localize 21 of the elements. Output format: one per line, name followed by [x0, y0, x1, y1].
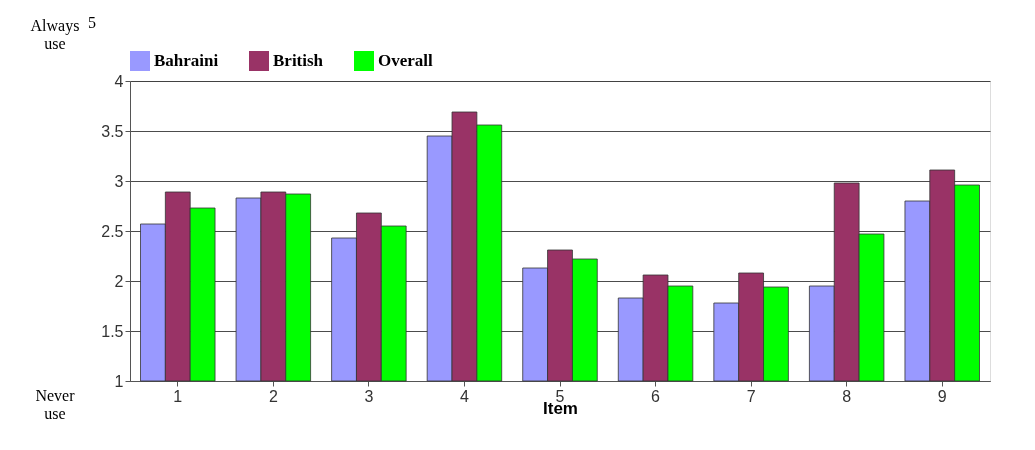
legend-label: Bahraini: [154, 51, 219, 70]
legend-label: British: [273, 51, 324, 70]
x-tick-label: 6: [651, 387, 661, 405]
text: 5: [88, 14, 96, 31]
x-tick-label: 4: [459, 387, 469, 405]
y-tick-label: 2.5: [101, 222, 124, 240]
x-tick-label: 2: [268, 387, 278, 405]
y-tick-label: 1: [114, 372, 124, 390]
x-tick-label: 3: [364, 387, 374, 405]
legend-label: Overall: [378, 51, 434, 70]
y-tick-label: 3.5: [101, 122, 124, 140]
y-tick-label: 4: [114, 72, 124, 90]
x-tick-label: 8: [842, 387, 852, 405]
x-tick-label: 1: [173, 387, 183, 405]
y-tick-label: 2: [114, 272, 124, 290]
text: Never use: [35, 387, 76, 422]
x-tick-label: 7: [746, 387, 756, 405]
y-tick-label: 1.5: [101, 322, 124, 340]
x-tick-label: 9: [937, 387, 947, 405]
y-tick-label: 3: [114, 172, 124, 190]
text: Always use: [30, 17, 80, 52]
